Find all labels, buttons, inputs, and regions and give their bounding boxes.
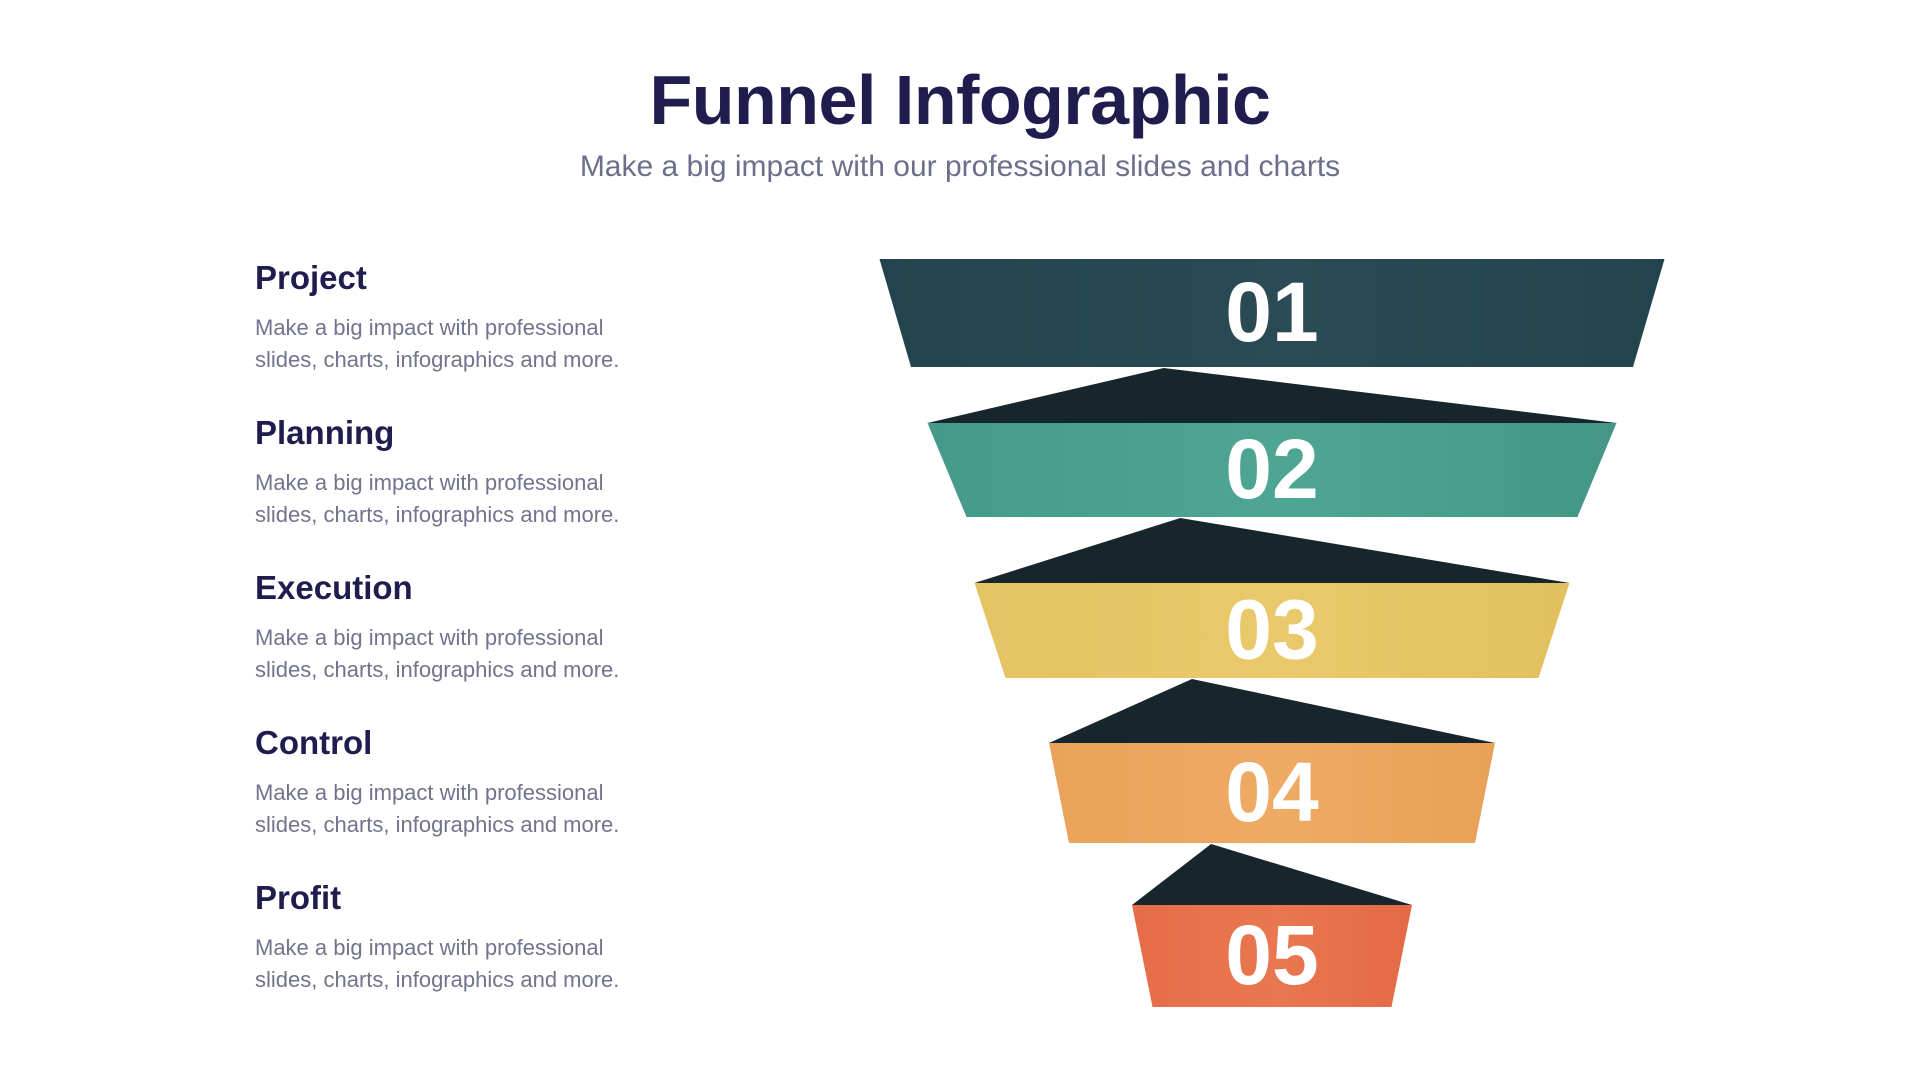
- svg-text:02: 02: [1225, 422, 1318, 516]
- svg-text:01: 01: [1225, 265, 1318, 359]
- svg-text:04: 04: [1225, 745, 1319, 839]
- svg-text:03: 03: [1225, 583, 1318, 677]
- svg-text:05: 05: [1225, 908, 1318, 1002]
